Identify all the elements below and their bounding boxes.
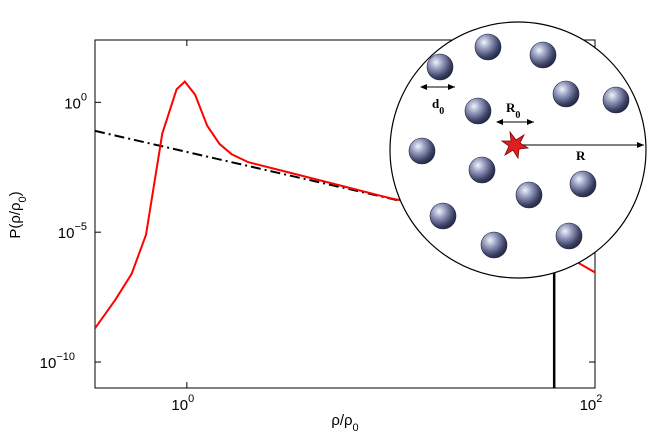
sphere-icon — [515, 181, 543, 209]
x-tick-label: 102 — [580, 393, 603, 414]
r0-label: R0 — [506, 100, 520, 121]
sphere-icon — [468, 156, 496, 184]
series-red-curve — [95, 80, 595, 329]
d0-label: d0 — [432, 96, 444, 117]
sphere-icon — [429, 202, 457, 230]
y-tick-label: 10−10 — [40, 351, 75, 372]
sphere-icon — [464, 97, 492, 125]
source-star-icon — [500, 130, 530, 160]
r-label: R — [576, 148, 586, 163]
sphere-icon — [474, 33, 502, 61]
y-tick-label: 10−5 — [58, 221, 87, 242]
y-axis-label: P(ρ/ρ0) — [7, 191, 29, 238]
sphere-icon — [602, 86, 630, 114]
sphere-icon — [408, 137, 436, 165]
sphere-icon — [480, 231, 508, 259]
sphere-icon — [552, 80, 580, 108]
y-tick-label: 100 — [64, 91, 87, 112]
sphere-icon — [555, 222, 583, 250]
sphere-icon — [569, 170, 597, 198]
x-tick-label: 100 — [171, 393, 194, 414]
tick-labels: 100 102 100 10−5 10−10 — [40, 91, 603, 414]
sphere-icon — [529, 41, 557, 69]
spheres — [408, 33, 630, 259]
x-axis-label: ρ/ρ0 — [331, 412, 358, 433]
inset-diagram: d0 R0 R — [389, 21, 647, 279]
sphere-icon — [426, 53, 454, 81]
